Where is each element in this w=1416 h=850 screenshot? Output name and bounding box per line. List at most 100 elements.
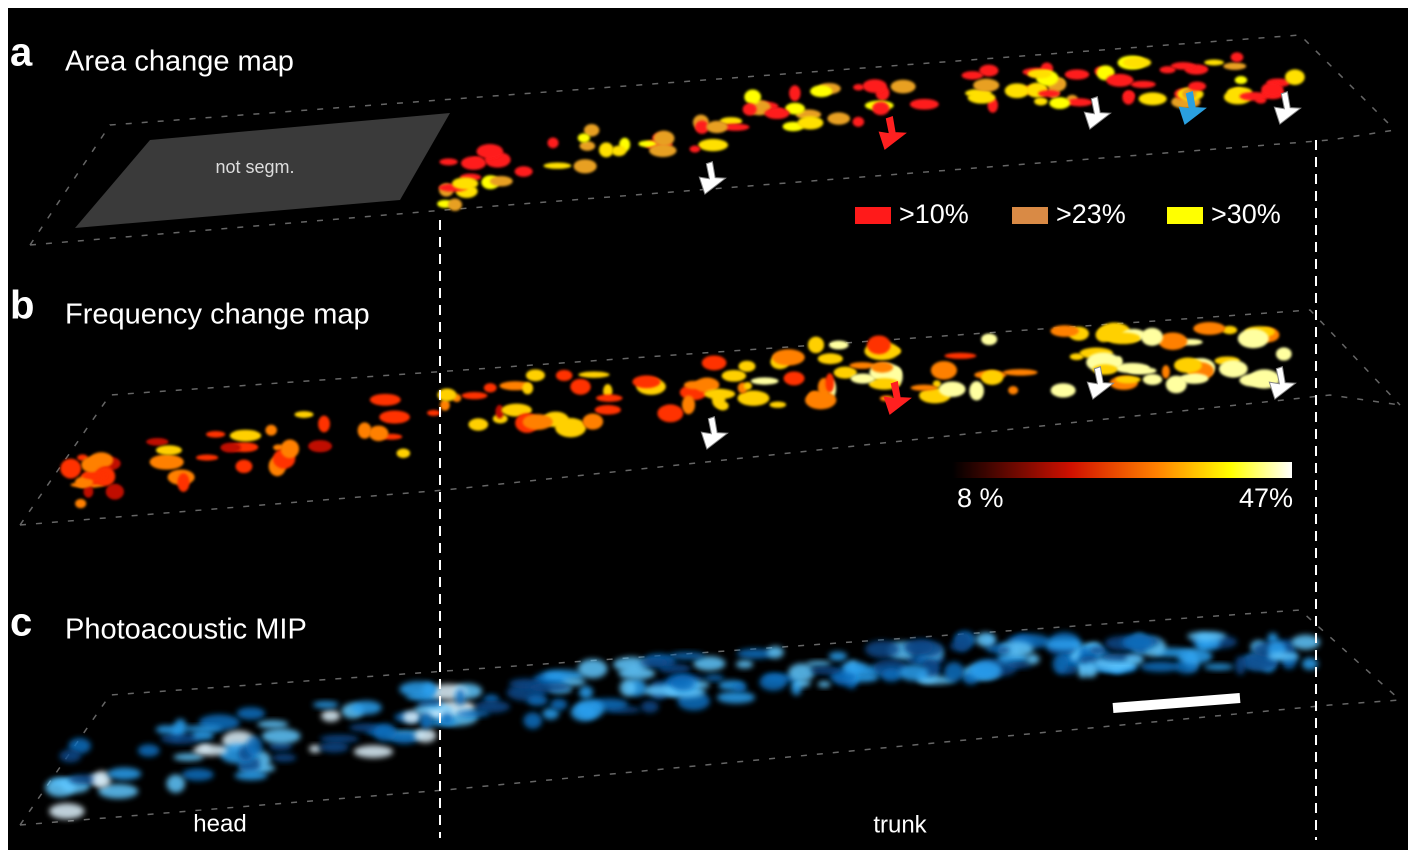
legend-label: >30% [1211,199,1281,229]
blob [1268,652,1300,660]
blob [690,146,701,153]
blob [841,662,867,674]
blob [829,652,848,661]
blob [555,418,586,437]
blob [579,686,593,699]
blob [1050,325,1079,337]
blob [526,369,545,381]
blob [246,736,262,755]
blob [106,484,124,500]
blob [1239,374,1269,387]
blob [156,445,182,455]
blob [772,349,805,365]
blob [235,771,268,781]
blob [997,647,1011,654]
blob [751,377,779,384]
blob [722,370,747,382]
blob [374,724,397,742]
blob [1140,661,1180,671]
blob [736,660,753,668]
blob [733,683,747,692]
blob [138,744,160,756]
blob [881,668,902,682]
blob [321,710,340,722]
blob [1160,66,1176,73]
blob [1005,83,1030,98]
blob [456,710,490,717]
blob [865,641,899,658]
blob [1003,369,1038,376]
blob [1188,81,1206,90]
blob [281,440,300,459]
blob [981,333,997,345]
blob [49,803,84,819]
blob [827,112,850,124]
blob [1067,98,1093,106]
figure: not segm. a Area change map b Frequency … [0,0,1416,850]
blob [973,79,999,92]
blob [1026,654,1040,665]
blob [1141,328,1163,346]
blob [765,108,790,119]
blob [944,353,976,359]
blob [1106,74,1133,87]
blob [641,701,659,713]
blob [452,177,478,189]
blob [262,728,301,744]
blob [682,396,695,415]
blob [354,745,394,758]
blob [265,425,277,436]
blob [743,103,757,115]
blob [370,394,401,406]
blob [455,688,465,705]
colorbar-min-label: 8 % [957,483,1004,513]
blob [770,401,787,407]
panel-title: Area change map [65,46,294,78]
panel-letter: c [10,601,32,645]
blob [441,712,454,724]
blob [931,361,957,380]
blob [632,375,660,388]
blob [789,85,801,101]
blob [611,146,626,157]
blob [550,699,567,711]
panel-letter: a [10,31,33,75]
blob [369,426,389,441]
blob [744,90,761,105]
blob [767,646,784,658]
blob [59,749,81,762]
blob [295,411,314,418]
blob [193,745,228,756]
blob [1038,90,1060,97]
blob [399,681,437,697]
blob [403,711,421,724]
blob [1231,52,1244,62]
legend-swatch [1012,207,1048,224]
blob [1223,62,1246,69]
blob [1090,646,1107,655]
blob [705,675,724,682]
blob [414,728,436,742]
blob [1219,360,1248,377]
blob [556,370,572,381]
blob [867,335,891,354]
blob [704,389,735,399]
blob [570,379,590,395]
blob [220,443,241,453]
colorbar [952,462,1292,478]
blob [1238,329,1269,348]
blob [829,340,849,349]
blob [1235,76,1247,84]
blob [82,473,107,479]
blob [206,431,225,438]
blob [174,719,187,734]
blob [166,775,185,793]
blob [477,144,504,159]
blob [784,371,805,385]
blob [698,139,728,151]
blob [649,144,676,157]
blob [954,633,971,652]
blob [1053,654,1068,674]
blob [1276,347,1292,360]
blob [976,632,997,646]
